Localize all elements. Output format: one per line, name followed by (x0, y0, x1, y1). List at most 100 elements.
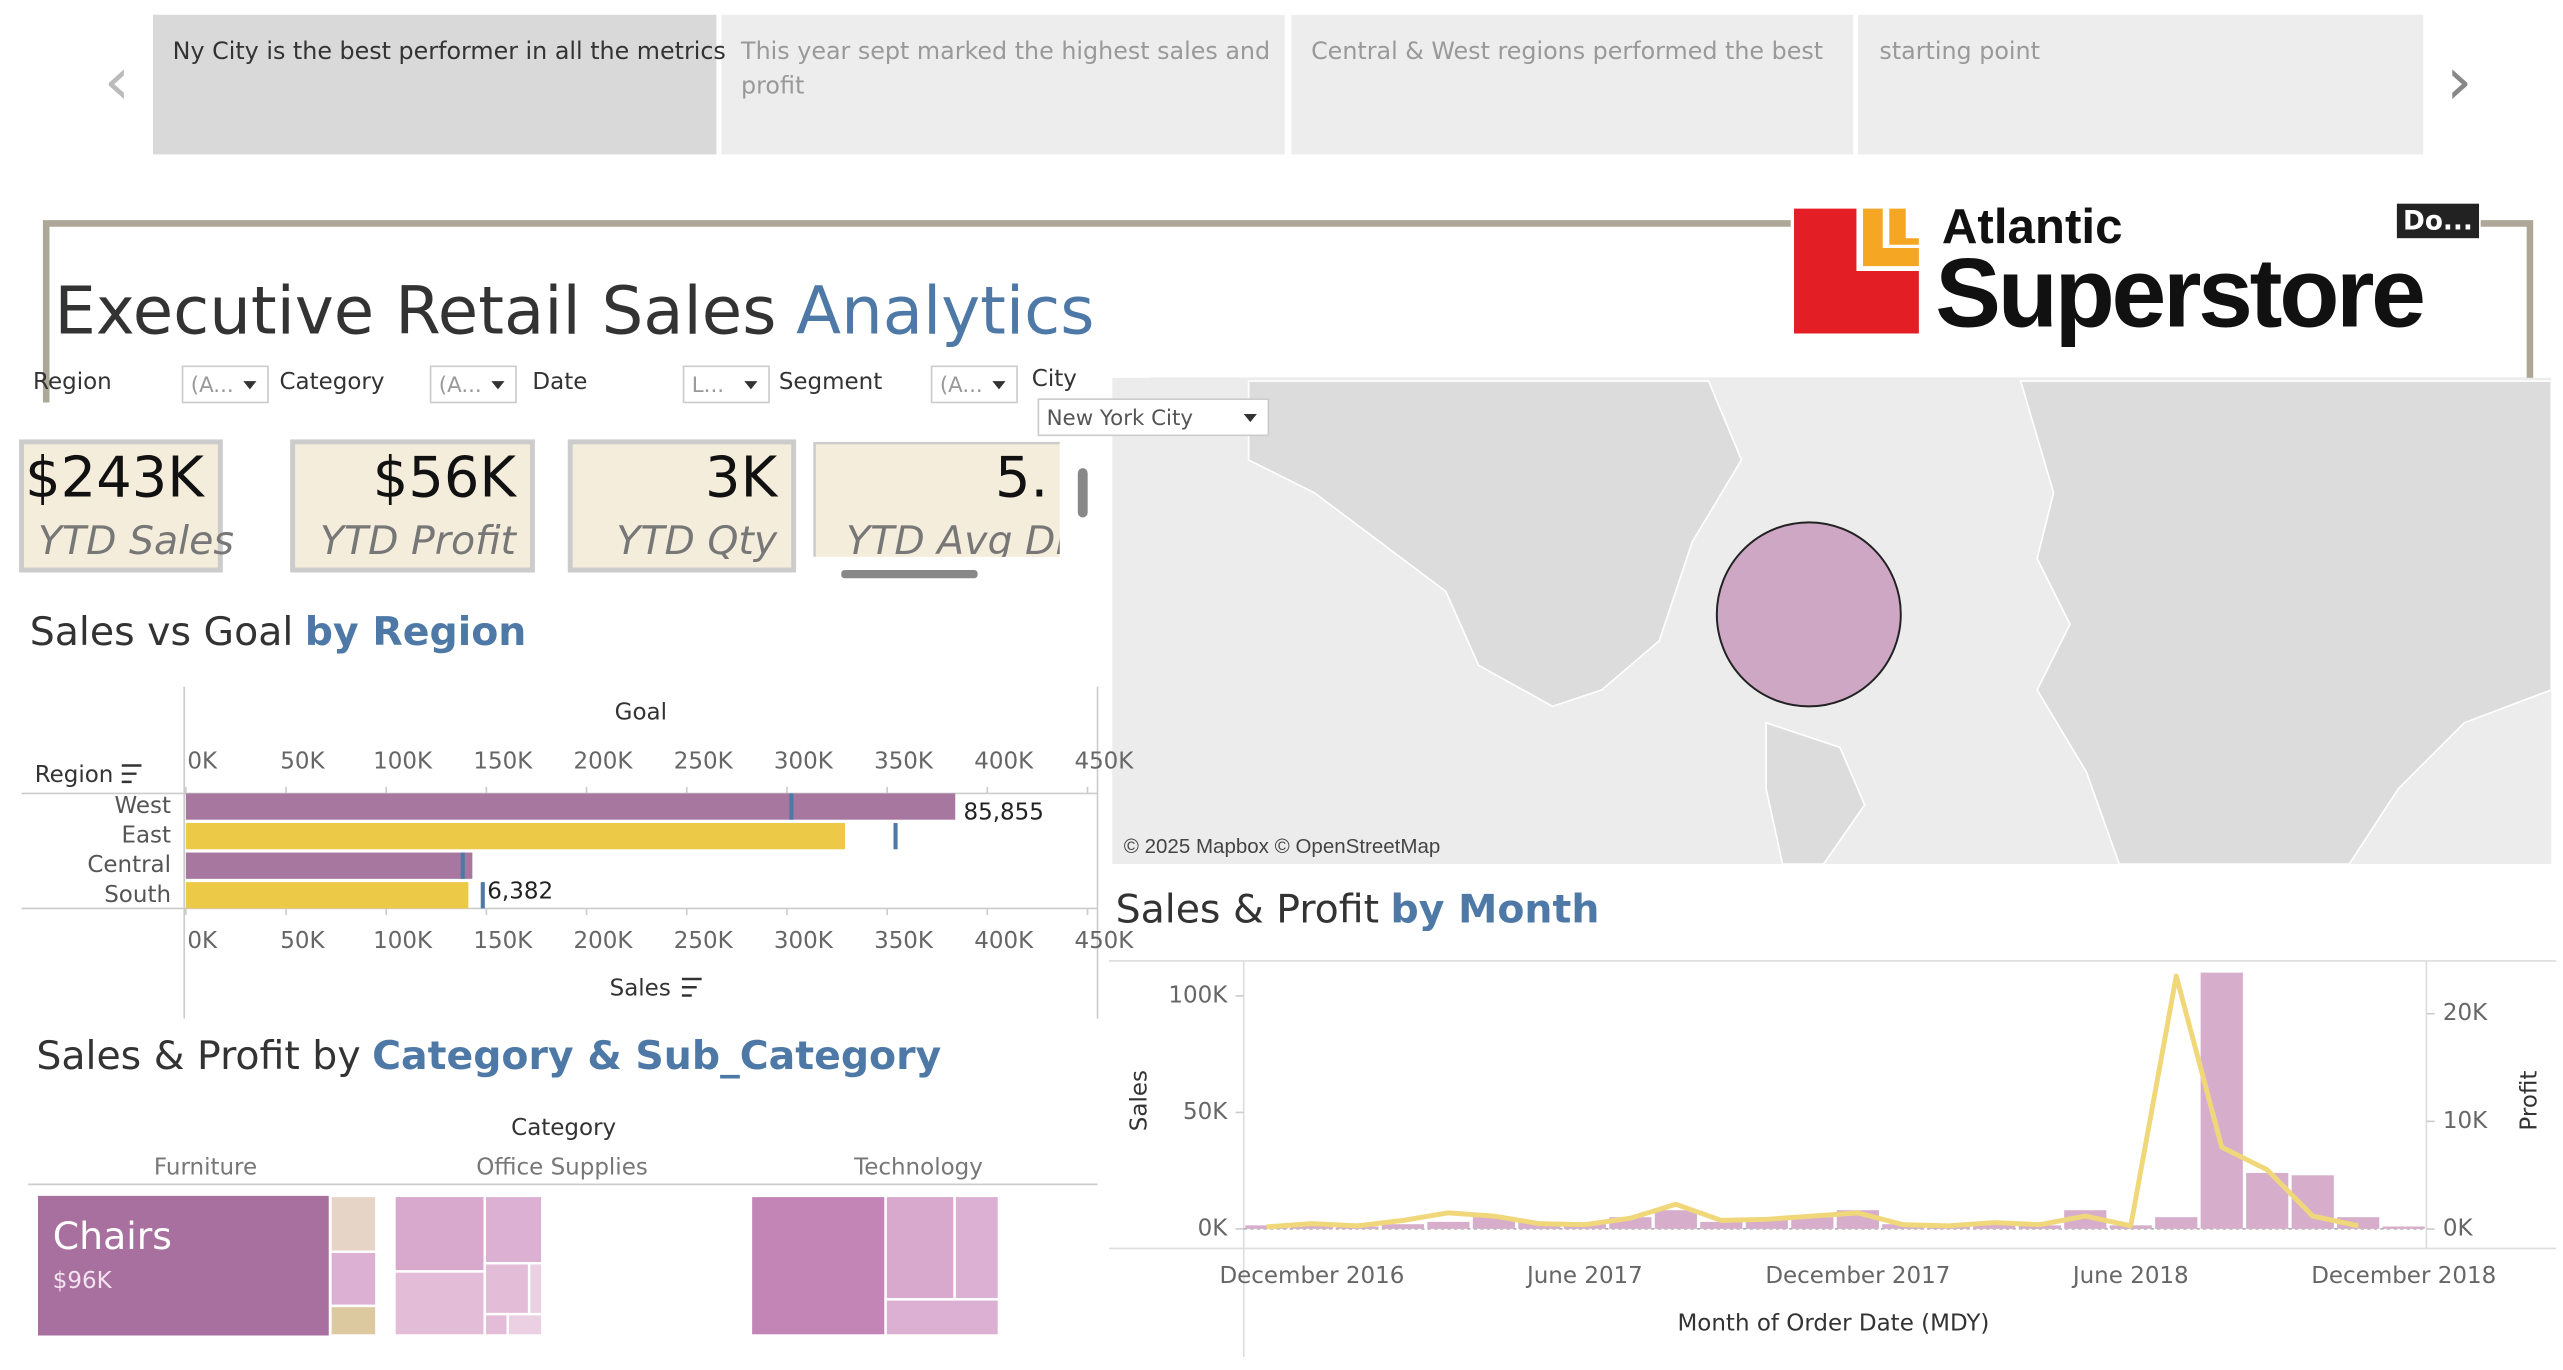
city-bubble[interactable] (1715, 521, 1902, 708)
kpi-box (567, 439, 797, 573)
treemap-cell[interactable] (393, 1270, 487, 1337)
treemap-cell[interactable] (506, 1312, 544, 1337)
filter-value: (A... (191, 373, 234, 398)
map-land (1765, 721, 1866, 865)
kpi-label: YTD Profit (320, 518, 518, 564)
y2-axis-title: Profit (2516, 1071, 2542, 1131)
kpi-card: 3K YTD Qty (567, 439, 797, 573)
logo-mark (1863, 208, 1919, 267)
y-axis-title: Sales (1127, 1070, 1153, 1131)
kpi-card: $56K YTD Profit (290, 439, 535, 573)
story-text: This year sept marked the highest sales … (740, 37, 1270, 65)
treemap-cell[interactable] (884, 1194, 956, 1301)
bar (185, 822, 846, 850)
kpi-card: $243K YTD Sales (19, 439, 234, 573)
kpi-label: YTD Sales (38, 518, 234, 564)
x-tick-label: 100K (373, 928, 433, 954)
story-point[interactable] (1291, 14, 1854, 155)
y-tick-label: Central (87, 852, 171, 878)
treemap-cell[interactable] (749, 1194, 887, 1337)
x-tick-label: 0K (187, 928, 218, 954)
x-tick-label: 150K (473, 749, 533, 775)
story-point[interactable] (152, 14, 717, 155)
story-point[interactable] (721, 14, 1285, 155)
treemap-cell[interactable] (37, 1195, 329, 1336)
x-tick-label: 400K (974, 928, 1034, 954)
story-text: profit (741, 72, 804, 100)
group-label: Furniture (154, 1154, 257, 1180)
treemap-cell[interactable] (483, 1194, 544, 1265)
treemap-cell[interactable] (884, 1298, 1001, 1337)
filter-dropdown[interactable] (1037, 398, 1270, 437)
scrollbar[interactable] (1077, 468, 1088, 518)
sort-icon (121, 764, 142, 784)
chart-title: Sales & Profit by Category & Sub_Category (36, 1032, 941, 1078)
title-text: Sales & Profit (1116, 886, 1379, 932)
kpi-box (19, 439, 223, 573)
group-label: Office Supplies (476, 1154, 648, 1180)
story-text: Ny City is the best performer in all the… (173, 37, 726, 65)
next-arrow[interactable]: › (2446, 43, 2472, 119)
bar (1745, 1219, 1788, 1229)
title-text: Executive Retail Sales (54, 273, 776, 349)
dropdown-arrow (1243, 413, 1257, 423)
bar (1472, 1217, 1516, 1229)
x-tick-label: December 2018 (2311, 1263, 2496, 1289)
treemap-cell[interactable] (953, 1194, 1001, 1301)
filter-value: New York City (1047, 406, 1193, 431)
x-tick-label: 250K (674, 928, 734, 954)
dropdown-arrow (491, 381, 505, 390)
treemap-cell[interactable] (483, 1261, 531, 1316)
scrollbar[interactable] (841, 570, 978, 579)
y2-tick-label: 0K (2443, 1216, 2474, 1242)
bar (1973, 1224, 2016, 1229)
cell-label: Chairs (53, 1214, 172, 1258)
dashboard-title: Executive Retail Sales Analytics (54, 273, 1094, 349)
x-tick-label: 200K (574, 928, 634, 954)
story-text: Central & West regions performed the bes… (1311, 37, 1823, 65)
bar (2064, 1210, 2107, 1229)
bar (1700, 1221, 1743, 1229)
logo-text: Atlantic (1942, 199, 2123, 254)
treemap-cell[interactable] (527, 1261, 544, 1316)
annotation: 6,382 (487, 878, 553, 904)
treemap-cell[interactable] (393, 1194, 487, 1273)
bar (2155, 1217, 2198, 1229)
sort-icon (681, 977, 702, 997)
cell-value: $96K (53, 1268, 113, 1294)
treemap-cell[interactable] (329, 1304, 378, 1337)
title-highlight: Category & Sub_Category (372, 1032, 941, 1078)
bar (185, 882, 469, 909)
x-tick-label: 300K (774, 928, 834, 954)
treemap-cell[interactable] (483, 1312, 510, 1337)
x-tick-label: 300K (774, 749, 834, 775)
kpi-box (290, 439, 535, 573)
x-tick-label: 250K (674, 749, 734, 775)
bar (1609, 1217, 1652, 1229)
logo: Atlantic Superstore (1794, 199, 2426, 348)
prev-arrow[interactable]: ‹ (104, 43, 130, 119)
title-text: Sales & Profit by (36, 1032, 360, 1078)
bar (1654, 1210, 1697, 1229)
chart-title: Sales & Profit by Month (1116, 886, 1600, 932)
line (1266, 973, 2359, 1230)
y2-tick-label: 20K (2443, 1000, 2488, 1026)
kpi-label: YTD Avg Dis (846, 518, 1087, 564)
axis-title: Sales (610, 975, 671, 1001)
x-tick-label: June 2018 (2071, 1263, 2189, 1289)
story-point[interactable] (1858, 14, 2424, 155)
filter-label: Category (279, 369, 384, 395)
y-tick-label: South (104, 882, 171, 908)
x-tick-label: 0K (187, 749, 218, 775)
y-tick-label: 50K (1183, 1099, 1228, 1125)
filter-value: L... (692, 373, 724, 398)
download-button[interactable] (2396, 203, 2480, 239)
treemap-cell[interactable] (329, 1194, 378, 1253)
x-tick-label: December 2016 (1219, 1263, 1404, 1289)
treemap-cell[interactable] (329, 1250, 378, 1308)
y-tick-label: East (121, 823, 171, 849)
bar (1381, 1224, 1425, 1229)
y-tick-label: 0K (1198, 1215, 1229, 1241)
axis-title: Goal (615, 699, 667, 725)
